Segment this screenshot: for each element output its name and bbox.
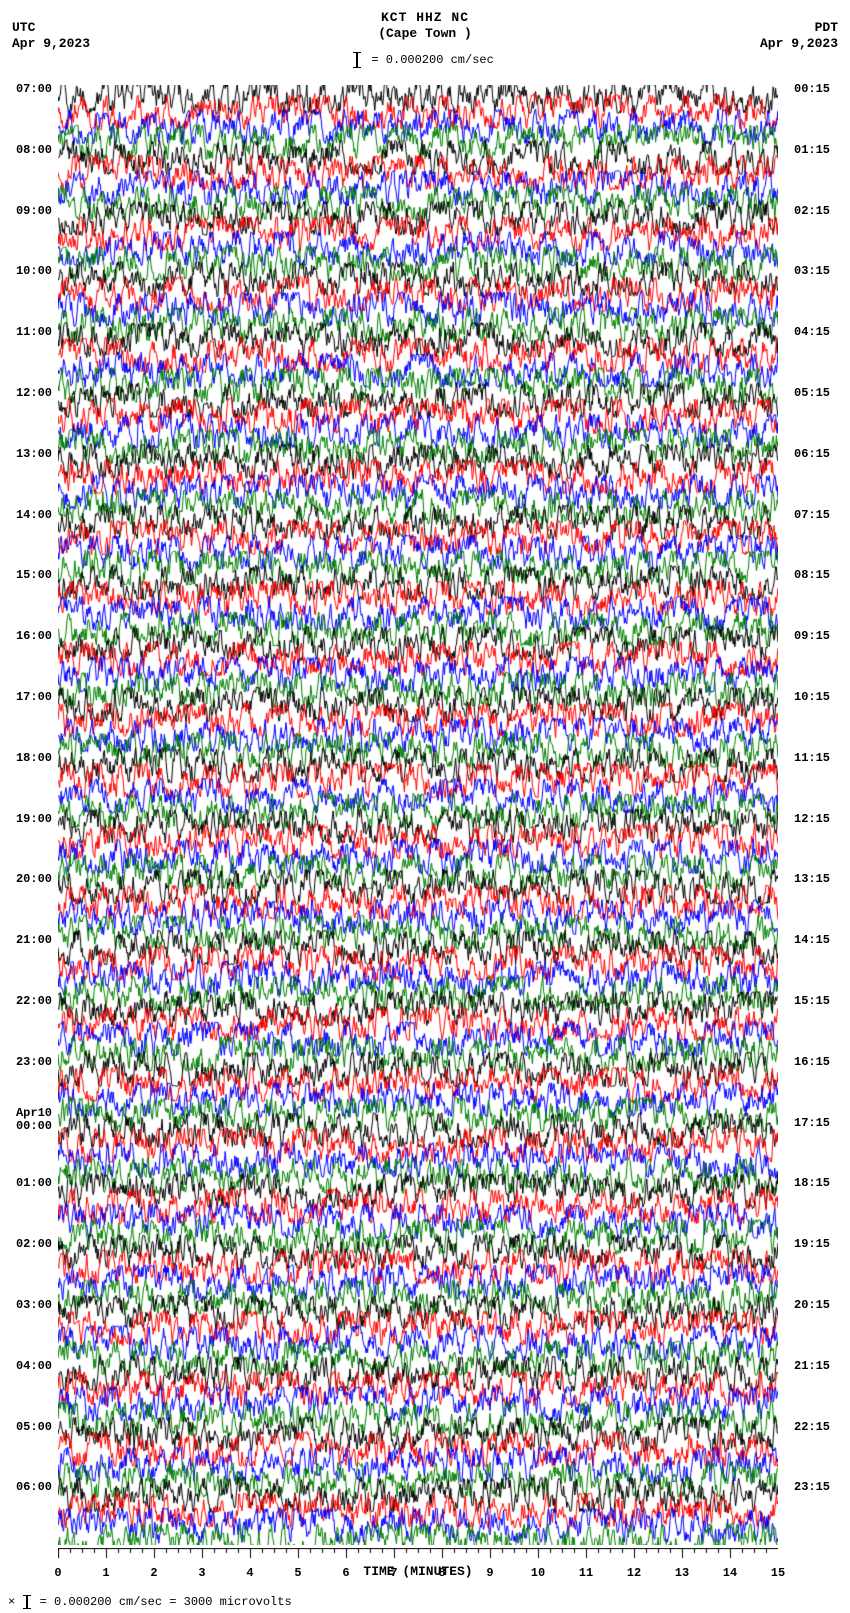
time-label: 21:00 (0, 934, 52, 947)
time-label: 13:00 (0, 448, 52, 461)
time-label: 22:15 (794, 1421, 850, 1434)
time-label: 11:15 (794, 752, 850, 765)
time-label: 19:00 (0, 813, 52, 826)
time-label: 12:00 (0, 387, 52, 400)
time-label: 06:00 (0, 1481, 52, 1494)
scale-text: = 0.000200 cm/sec (371, 53, 493, 67)
seismogram-plot-area (58, 85, 778, 1545)
time-label: 17:15 (794, 1117, 850, 1130)
time-label: 07:00 (0, 83, 52, 96)
time-label: 10:00 (0, 265, 52, 278)
scale-bar-icon (356, 52, 358, 68)
time-label: 05:00 (0, 1421, 52, 1434)
time-label: 23:00 (0, 1056, 52, 1069)
time-label: 12:15 (794, 813, 850, 826)
time-label: 23:15 (794, 1481, 850, 1494)
time-label: 14:00 (0, 509, 52, 522)
station-code: KCT HHZ NC (0, 10, 850, 25)
time-label: 00:15 (794, 83, 850, 96)
time-label: 03:15 (794, 265, 850, 278)
helicorder-page: UTC Apr 9,2023 PDT Apr 9,2023 KCT HHZ NC… (0, 0, 850, 1613)
time-label: 16:00 (0, 630, 52, 643)
footer-scale-note: × = 0.000200 cm/sec = 3000 microvolts (8, 1595, 292, 1609)
time-label: 10:15 (794, 691, 850, 704)
time-label: 02:00 (0, 1238, 52, 1251)
time-label: 08:15 (794, 569, 850, 582)
time-label: 09:15 (794, 630, 850, 643)
station-location: (Cape Town ) (0, 26, 850, 41)
time-label: 14:15 (794, 934, 850, 947)
footer-scale-bar-icon (26, 1595, 28, 1609)
time-label: 18:00 (0, 752, 52, 765)
x-axis-title: TIME (MINUTES) (58, 1564, 778, 1579)
time-label: 04:15 (794, 326, 850, 339)
footer-prefix: × (8, 1595, 15, 1609)
time-label: 11:00 (0, 326, 52, 339)
scale-indicator: = 0.000200 cm/sec (0, 52, 850, 68)
utc-time-labels: 07:00 08:00 09:00 10:00 11:00 12:00 13:00 14:00… (0, 85, 56, 1545)
time-label: 20:15 (794, 1299, 850, 1312)
time-label: 08:00 (0, 144, 52, 157)
time-label: 20:00 (0, 873, 52, 886)
time-label: 16:15 (794, 1056, 850, 1069)
time-label: 18:15 (794, 1177, 850, 1190)
pdt-time-labels: 00:15 01:15 02:15 03:15 04:15 05:15 06:15 07:15… (790, 85, 850, 1545)
time-label: 04:00 (0, 1360, 52, 1373)
time-label: 02:15 (794, 205, 850, 218)
time-label: 05:15 (794, 387, 850, 400)
time-label: 01:15 (794, 144, 850, 157)
time-label: 15:00 (0, 569, 52, 582)
time-label: 07:15 (794, 509, 850, 522)
time-label: 01:00 (0, 1177, 52, 1190)
time-label: 03:00 (0, 1299, 52, 1312)
time-label: 21:15 (794, 1360, 850, 1373)
time-label: 19:15 (794, 1238, 850, 1251)
footer-text: = 0.000200 cm/sec = 3000 microvolts (40, 1595, 292, 1609)
seismogram-canvas (58, 85, 778, 1545)
time-label: 09:00 (0, 205, 52, 218)
time-label: 13:15 (794, 873, 850, 886)
time-label: 17:00 (0, 691, 52, 704)
time-label: 22:00 (0, 995, 52, 1008)
time-label: Apr1000:00 (0, 1107, 52, 1133)
time-label: 15:15 (794, 995, 850, 1008)
x-axis: 0123456789101112131415 TIME (MINUTES) (58, 1548, 778, 1588)
header: UTC Apr 9,2023 PDT Apr 9,2023 KCT HHZ NC… (0, 0, 850, 80)
time-label: 06:15 (794, 448, 850, 461)
